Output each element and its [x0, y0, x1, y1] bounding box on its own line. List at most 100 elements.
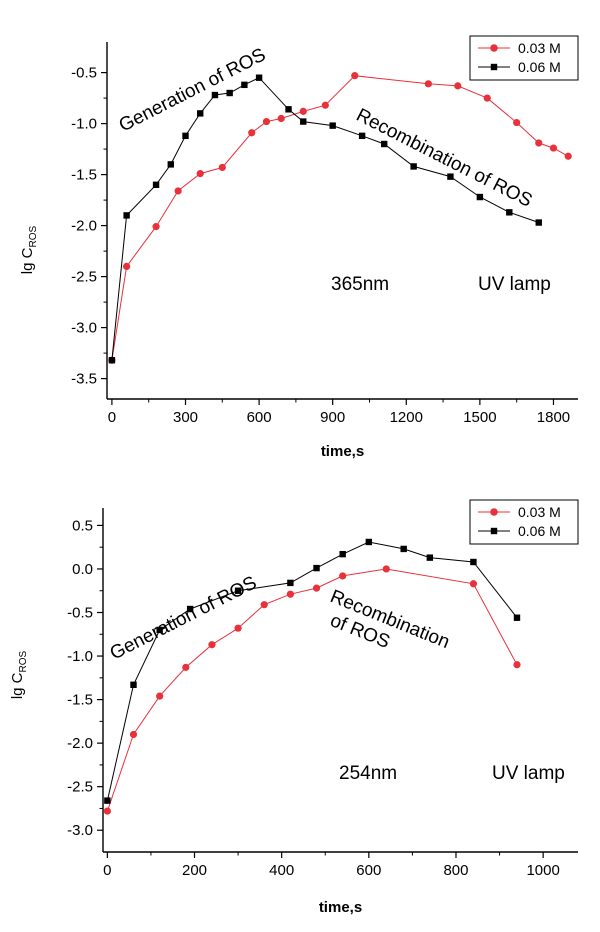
data-point — [167, 161, 174, 168]
y-tick-label: -3.0 — [71, 320, 97, 337]
data-point — [321, 101, 329, 109]
annotation-wavelength: 365nm — [331, 274, 389, 295]
annotation-generation: Generation of ROS — [116, 44, 270, 136]
data-point — [483, 94, 491, 102]
data-point — [300, 118, 307, 125]
data-point — [218, 163, 226, 172]
annotation-lamp: UV lamp — [478, 274, 551, 295]
legend-marker-1 — [490, 508, 498, 516]
data-point — [400, 545, 407, 553]
data-point — [103, 807, 111, 815]
data-point — [312, 584, 321, 592]
annotation-wavelength: 254nm — [339, 763, 397, 784]
data-point — [262, 117, 271, 126]
data-point — [129, 730, 138, 739]
data-point — [208, 641, 216, 649]
data-point — [365, 538, 373, 546]
x-tick-label: 900 — [320, 409, 345, 426]
data-point — [182, 132, 189, 140]
y-tick-label: 0.5 — [72, 517, 93, 534]
data-point — [152, 223, 160, 231]
legend-label-2: 0.06 M — [518, 523, 561, 539]
data-point — [123, 262, 131, 270]
legend-label-1: 0.03 M — [518, 40, 561, 56]
legend-marker-2 — [490, 63, 498, 71]
data-point — [285, 106, 292, 113]
x-tick-label: 1000 — [526, 862, 559, 879]
chart-1: 0 300 600 900 1200 1500 1800 -0.5 -1.0 -1.5 -2.0 -2… — [19, 35, 579, 460]
x-tick-label: 600 — [356, 862, 381, 879]
annotation-lamp: UV lamp — [492, 763, 565, 784]
data-point — [469, 580, 478, 588]
data-point — [241, 81, 248, 89]
y-axis-title: lg CROS — [19, 225, 39, 274]
data-point — [447, 173, 454, 180]
y-axis-title-main: lg C — [9, 672, 26, 699]
data-point — [299, 107, 307, 115]
x-tick-label: 0 — [108, 409, 116, 426]
data-point — [197, 110, 204, 117]
legend-label-2: 0.06 M — [518, 59, 561, 75]
x-tick-label: 300 — [173, 409, 198, 426]
data-point — [260, 601, 268, 609]
y-tick-label: -1.5 — [71, 167, 97, 184]
data-point — [549, 144, 558, 152]
y-tick-label: 0.0 — [72, 561, 93, 578]
data-point — [196, 169, 204, 178]
data-point — [104, 797, 111, 804]
y-tick-label: -2.0 — [71, 218, 97, 235]
legend-marker-1 — [490, 44, 498, 52]
data-point — [152, 181, 160, 188]
y-tick-label: -0.5 — [71, 65, 97, 82]
data-point — [381, 140, 388, 148]
x-tick-label: 400 — [269, 862, 294, 879]
data-point — [358, 132, 366, 140]
x-axis-title: time,s — [321, 443, 364, 460]
y-tick-label: -1.0 — [71, 116, 97, 133]
data-point — [174, 187, 182, 195]
data-point — [424, 80, 432, 88]
x-tick-label: 0 — [103, 862, 111, 879]
y-tick-label: -2.0 — [67, 735, 93, 752]
x-tick-label: 1800 — [537, 409, 570, 426]
y-axis-title-sub: ROS — [18, 650, 29, 672]
legend-box — [469, 499, 579, 545]
data-point — [329, 122, 336, 129]
data-point — [564, 152, 572, 160]
data-point — [313, 564, 320, 572]
data-point — [382, 565, 390, 573]
data-point — [513, 661, 521, 669]
y-tick-label: -0.5 — [67, 605, 93, 622]
data-point — [476, 193, 484, 201]
data-point — [410, 163, 417, 170]
y-tick-label: -2.5 — [67, 779, 93, 796]
data-point — [226, 89, 233, 97]
y-tick-label: -1.0 — [67, 648, 93, 665]
data-point — [287, 579, 294, 587]
series-line-2 — [111, 77, 539, 361]
y-tick-label: -3.0 — [67, 822, 93, 839]
data-point — [513, 118, 521, 127]
y-axis-title-sub: ROS — [28, 225, 39, 247]
data-point — [234, 624, 242, 632]
data-point — [234, 587, 242, 594]
data-point — [454, 82, 462, 90]
x-tick-label: 200 — [182, 862, 207, 879]
annotation-recombination: Recombination of ROS — [353, 105, 536, 212]
series-line-1 — [111, 75, 569, 361]
data-point — [339, 572, 347, 580]
y-tick-label: -3.5 — [71, 371, 97, 388]
data-point — [211, 91, 219, 99]
data-point — [123, 212, 130, 219]
legend-box — [469, 35, 579, 81]
data-point — [277, 114, 285, 123]
data-point — [426, 554, 434, 561]
x-tick-label: 1500 — [463, 409, 496, 426]
data-point — [156, 692, 164, 700]
data-point — [255, 74, 263, 81]
data-point — [470, 558, 477, 566]
legend: 0.03 M 0.06 M — [469, 35, 579, 81]
data-point — [351, 72, 359, 80]
data-point — [286, 590, 294, 598]
